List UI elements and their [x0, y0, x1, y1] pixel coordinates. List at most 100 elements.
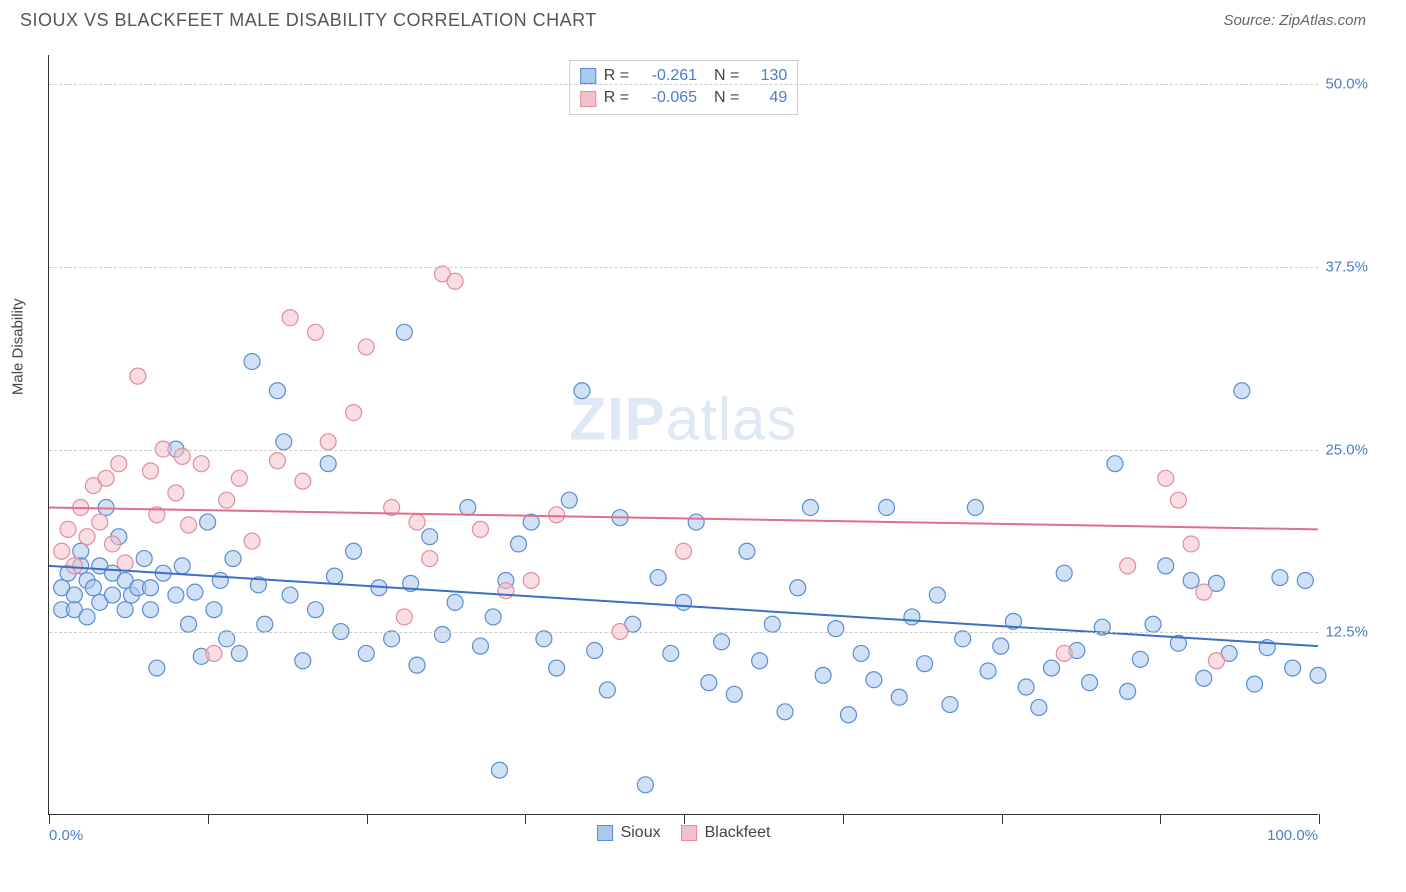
data-point [891, 689, 907, 705]
gridline [49, 84, 1318, 85]
x-tick [1002, 814, 1003, 824]
data-point [269, 383, 285, 399]
data-point [434, 626, 450, 642]
data-point [637, 777, 653, 793]
data-point [231, 470, 247, 486]
x-tick [367, 814, 368, 824]
x-tick [525, 814, 526, 824]
data-point [346, 543, 362, 559]
data-point [942, 697, 958, 713]
data-point [676, 594, 692, 610]
data-point [1183, 572, 1199, 588]
data-point [320, 456, 336, 472]
data-point [295, 653, 311, 669]
data-point [1247, 676, 1263, 692]
x-tick [684, 814, 685, 824]
data-point [66, 587, 82, 603]
data-point [358, 645, 374, 661]
y-tick-label: 12.5% [1325, 624, 1368, 641]
data-point [1132, 651, 1148, 667]
data-point [777, 704, 793, 720]
series-name: Blackfeet [705, 822, 771, 844]
legend-n-label: N = [705, 87, 739, 109]
data-point [917, 656, 933, 672]
data-point [752, 653, 768, 669]
data-point [282, 310, 298, 326]
data-point [244, 533, 260, 549]
data-point [688, 514, 704, 530]
data-point [143, 463, 159, 479]
data-point [815, 667, 831, 683]
data-point [790, 580, 806, 596]
series-name: Sioux [621, 822, 661, 844]
data-point [225, 551, 241, 567]
data-point [187, 584, 203, 600]
data-point [879, 499, 895, 515]
data-point [1145, 616, 1161, 632]
x-tick [1319, 814, 1320, 824]
data-point [295, 473, 311, 489]
data-point [422, 551, 438, 567]
data-point [587, 643, 603, 659]
data-point [663, 645, 679, 661]
data-point [561, 492, 577, 508]
gridline [49, 450, 1318, 451]
data-point [206, 602, 222, 618]
data-point [130, 368, 146, 384]
data-point [307, 324, 323, 340]
gridline [49, 267, 1318, 268]
data-point [523, 572, 539, 588]
data-point [549, 507, 565, 523]
source-label: Source: ZipAtlas.com [1223, 12, 1366, 29]
data-point [422, 529, 438, 545]
data-point [307, 602, 323, 618]
data-point [853, 645, 869, 661]
data-point [967, 499, 983, 515]
data-point [1107, 456, 1123, 472]
data-point [181, 616, 197, 632]
x-tick [208, 814, 209, 824]
data-point [1056, 645, 1072, 661]
data-point [79, 609, 95, 625]
data-point [136, 551, 152, 567]
data-point [739, 543, 755, 559]
correlation-legend: R =-0.261 N =130R =-0.065 N =49 [569, 60, 799, 115]
data-point [409, 514, 425, 530]
data-point [828, 621, 844, 637]
data-point [346, 405, 362, 421]
data-point [396, 609, 412, 625]
x-tick [843, 814, 844, 824]
data-point [174, 448, 190, 464]
y-tick-label: 25.0% [1325, 441, 1368, 458]
data-point [1297, 572, 1313, 588]
data-point [1234, 383, 1250, 399]
data-point [200, 514, 216, 530]
data-point [358, 339, 374, 355]
data-point [73, 543, 89, 559]
series-legend: Sioux Blackfeet [597, 822, 771, 844]
x-axis-max-label: 100.0% [1267, 827, 1318, 844]
data-point [85, 580, 101, 596]
chart-header: SIOUX VS BLACKFEET MALE DISABILITY CORRE… [0, 0, 1406, 41]
data-point [231, 645, 247, 661]
data-point [1158, 470, 1174, 486]
trend-line [49, 507, 1318, 529]
data-point [485, 609, 501, 625]
data-point [282, 587, 298, 603]
data-point [840, 707, 856, 723]
data-point [1208, 653, 1224, 669]
data-point [1196, 584, 1212, 600]
data-point [149, 660, 165, 676]
data-point [447, 594, 463, 610]
data-point [98, 470, 114, 486]
data-point [219, 492, 235, 508]
data-point [257, 616, 273, 632]
data-point [1183, 536, 1199, 552]
data-point [492, 762, 508, 778]
data-point [206, 645, 222, 661]
data-point [929, 587, 945, 603]
x-axis-min-label: 0.0% [49, 827, 83, 844]
data-point [1018, 679, 1034, 695]
data-point [1310, 667, 1326, 683]
data-point [993, 638, 1009, 654]
